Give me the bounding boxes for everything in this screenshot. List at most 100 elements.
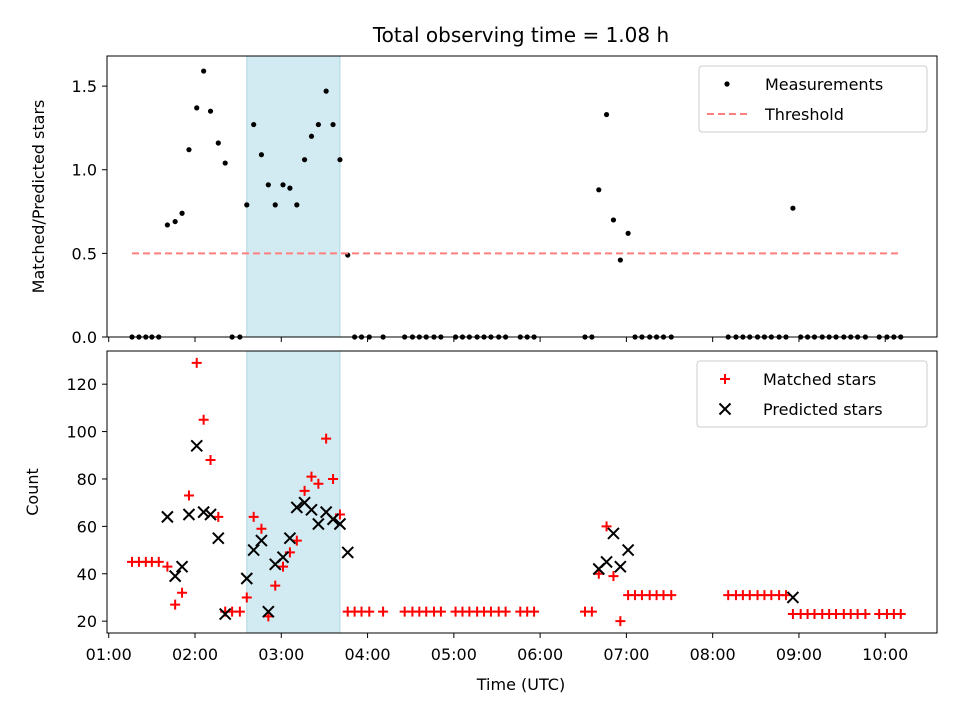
y-tick-label: 0.5 xyxy=(72,244,97,263)
data-point xyxy=(435,606,446,617)
data-point xyxy=(294,202,300,208)
x-tick-label: 04:00 xyxy=(345,645,391,664)
data-point xyxy=(786,591,800,604)
data-point xyxy=(323,88,329,94)
data-point xyxy=(305,503,318,516)
legend: Matched stars Predicted stars xyxy=(696,360,928,428)
data-point xyxy=(615,616,626,627)
data-point xyxy=(529,606,540,617)
data-point xyxy=(170,599,181,610)
data-point xyxy=(607,527,620,540)
y-tick-label: 80 xyxy=(77,470,97,489)
legend-marker xyxy=(724,81,730,87)
data-point xyxy=(212,532,225,545)
data-point xyxy=(280,182,286,188)
data-point xyxy=(241,592,252,603)
data-point xyxy=(326,513,340,526)
data-point xyxy=(168,569,182,583)
data-point xyxy=(213,511,224,522)
ratio-panel: 0.0 0.5 1.0 1.5 Matched/Predicted stars Measu… xyxy=(29,55,938,347)
y-tick-label: 20 xyxy=(77,612,97,631)
data-point xyxy=(218,607,232,621)
legend-label: Predicted stars xyxy=(763,400,883,419)
data-point xyxy=(610,217,617,223)
data-point xyxy=(215,140,221,146)
data-point xyxy=(895,609,906,620)
data-point xyxy=(164,222,170,228)
x-tick-label: 06:00 xyxy=(517,645,563,664)
data-point xyxy=(600,555,613,569)
data-point xyxy=(265,182,271,188)
x-tick-label: 09:00 xyxy=(776,645,822,664)
data-point xyxy=(251,121,257,128)
data-point xyxy=(666,590,677,601)
data-point xyxy=(596,187,602,193)
data-point xyxy=(621,543,635,557)
highlight-span xyxy=(246,350,341,634)
data-point xyxy=(337,157,343,163)
data-point xyxy=(301,157,308,163)
y-tick-label: 40 xyxy=(77,565,97,584)
data-point xyxy=(378,606,389,617)
data-point xyxy=(186,147,192,153)
data-point xyxy=(586,606,597,617)
y-tick-label: 0.0 xyxy=(72,328,97,347)
data-point xyxy=(290,501,304,514)
data-point xyxy=(177,587,188,598)
legend-label: Matched stars xyxy=(763,370,876,389)
x-tick-label: 10:00 xyxy=(862,645,908,664)
data-point xyxy=(198,414,209,425)
x-tick-label: 05:00 xyxy=(431,645,477,664)
data-point xyxy=(222,160,228,166)
data-point xyxy=(603,111,610,118)
data-point xyxy=(256,523,267,534)
chart-title: Total observing time = 1.08 h xyxy=(372,23,669,47)
data-point xyxy=(162,561,173,572)
data-point xyxy=(183,490,194,501)
legend-marker xyxy=(718,402,732,416)
y-tick-label: 100 xyxy=(66,423,97,442)
legend-label: Measurements xyxy=(765,75,883,94)
data-point xyxy=(601,521,612,532)
data-point xyxy=(240,572,253,585)
legend: Measurements Threshold xyxy=(698,65,928,133)
data-point xyxy=(262,605,275,618)
data-point xyxy=(321,433,332,444)
legend-marker xyxy=(720,374,730,384)
data-point xyxy=(313,478,324,489)
data-point xyxy=(614,560,627,573)
data-point xyxy=(312,517,325,531)
data-point xyxy=(204,508,217,521)
data-point xyxy=(364,606,375,617)
data-point xyxy=(283,532,297,545)
data-point xyxy=(182,508,196,521)
data-point xyxy=(790,205,796,211)
data-point xyxy=(258,152,265,158)
data-point xyxy=(328,473,339,484)
data-point xyxy=(617,257,623,263)
data-point xyxy=(234,606,245,617)
data-point xyxy=(608,571,619,582)
highlight-span xyxy=(246,55,341,338)
data-point xyxy=(272,202,278,208)
data-point xyxy=(197,505,210,519)
y-axis-title: Count xyxy=(23,468,42,516)
plot-frame xyxy=(106,55,938,338)
x-tick-label: 03:00 xyxy=(258,645,304,664)
data-point xyxy=(860,609,871,620)
data-point xyxy=(500,606,511,617)
data-point xyxy=(625,230,631,236)
data-point xyxy=(190,439,203,452)
y-tick-label: 1.5 xyxy=(72,77,97,96)
y-tick-label: 60 xyxy=(77,517,97,536)
data-point xyxy=(306,471,317,482)
legend-label: Threshold xyxy=(764,105,844,124)
data-point xyxy=(333,517,347,531)
data-point xyxy=(299,485,310,496)
series-measurements xyxy=(129,68,904,340)
x-tick-label: 02:00 xyxy=(172,645,218,664)
y-tick-label: 120 xyxy=(66,375,97,394)
data-point xyxy=(153,556,164,567)
data-point xyxy=(244,202,250,208)
series-predicted-stars xyxy=(161,439,800,621)
